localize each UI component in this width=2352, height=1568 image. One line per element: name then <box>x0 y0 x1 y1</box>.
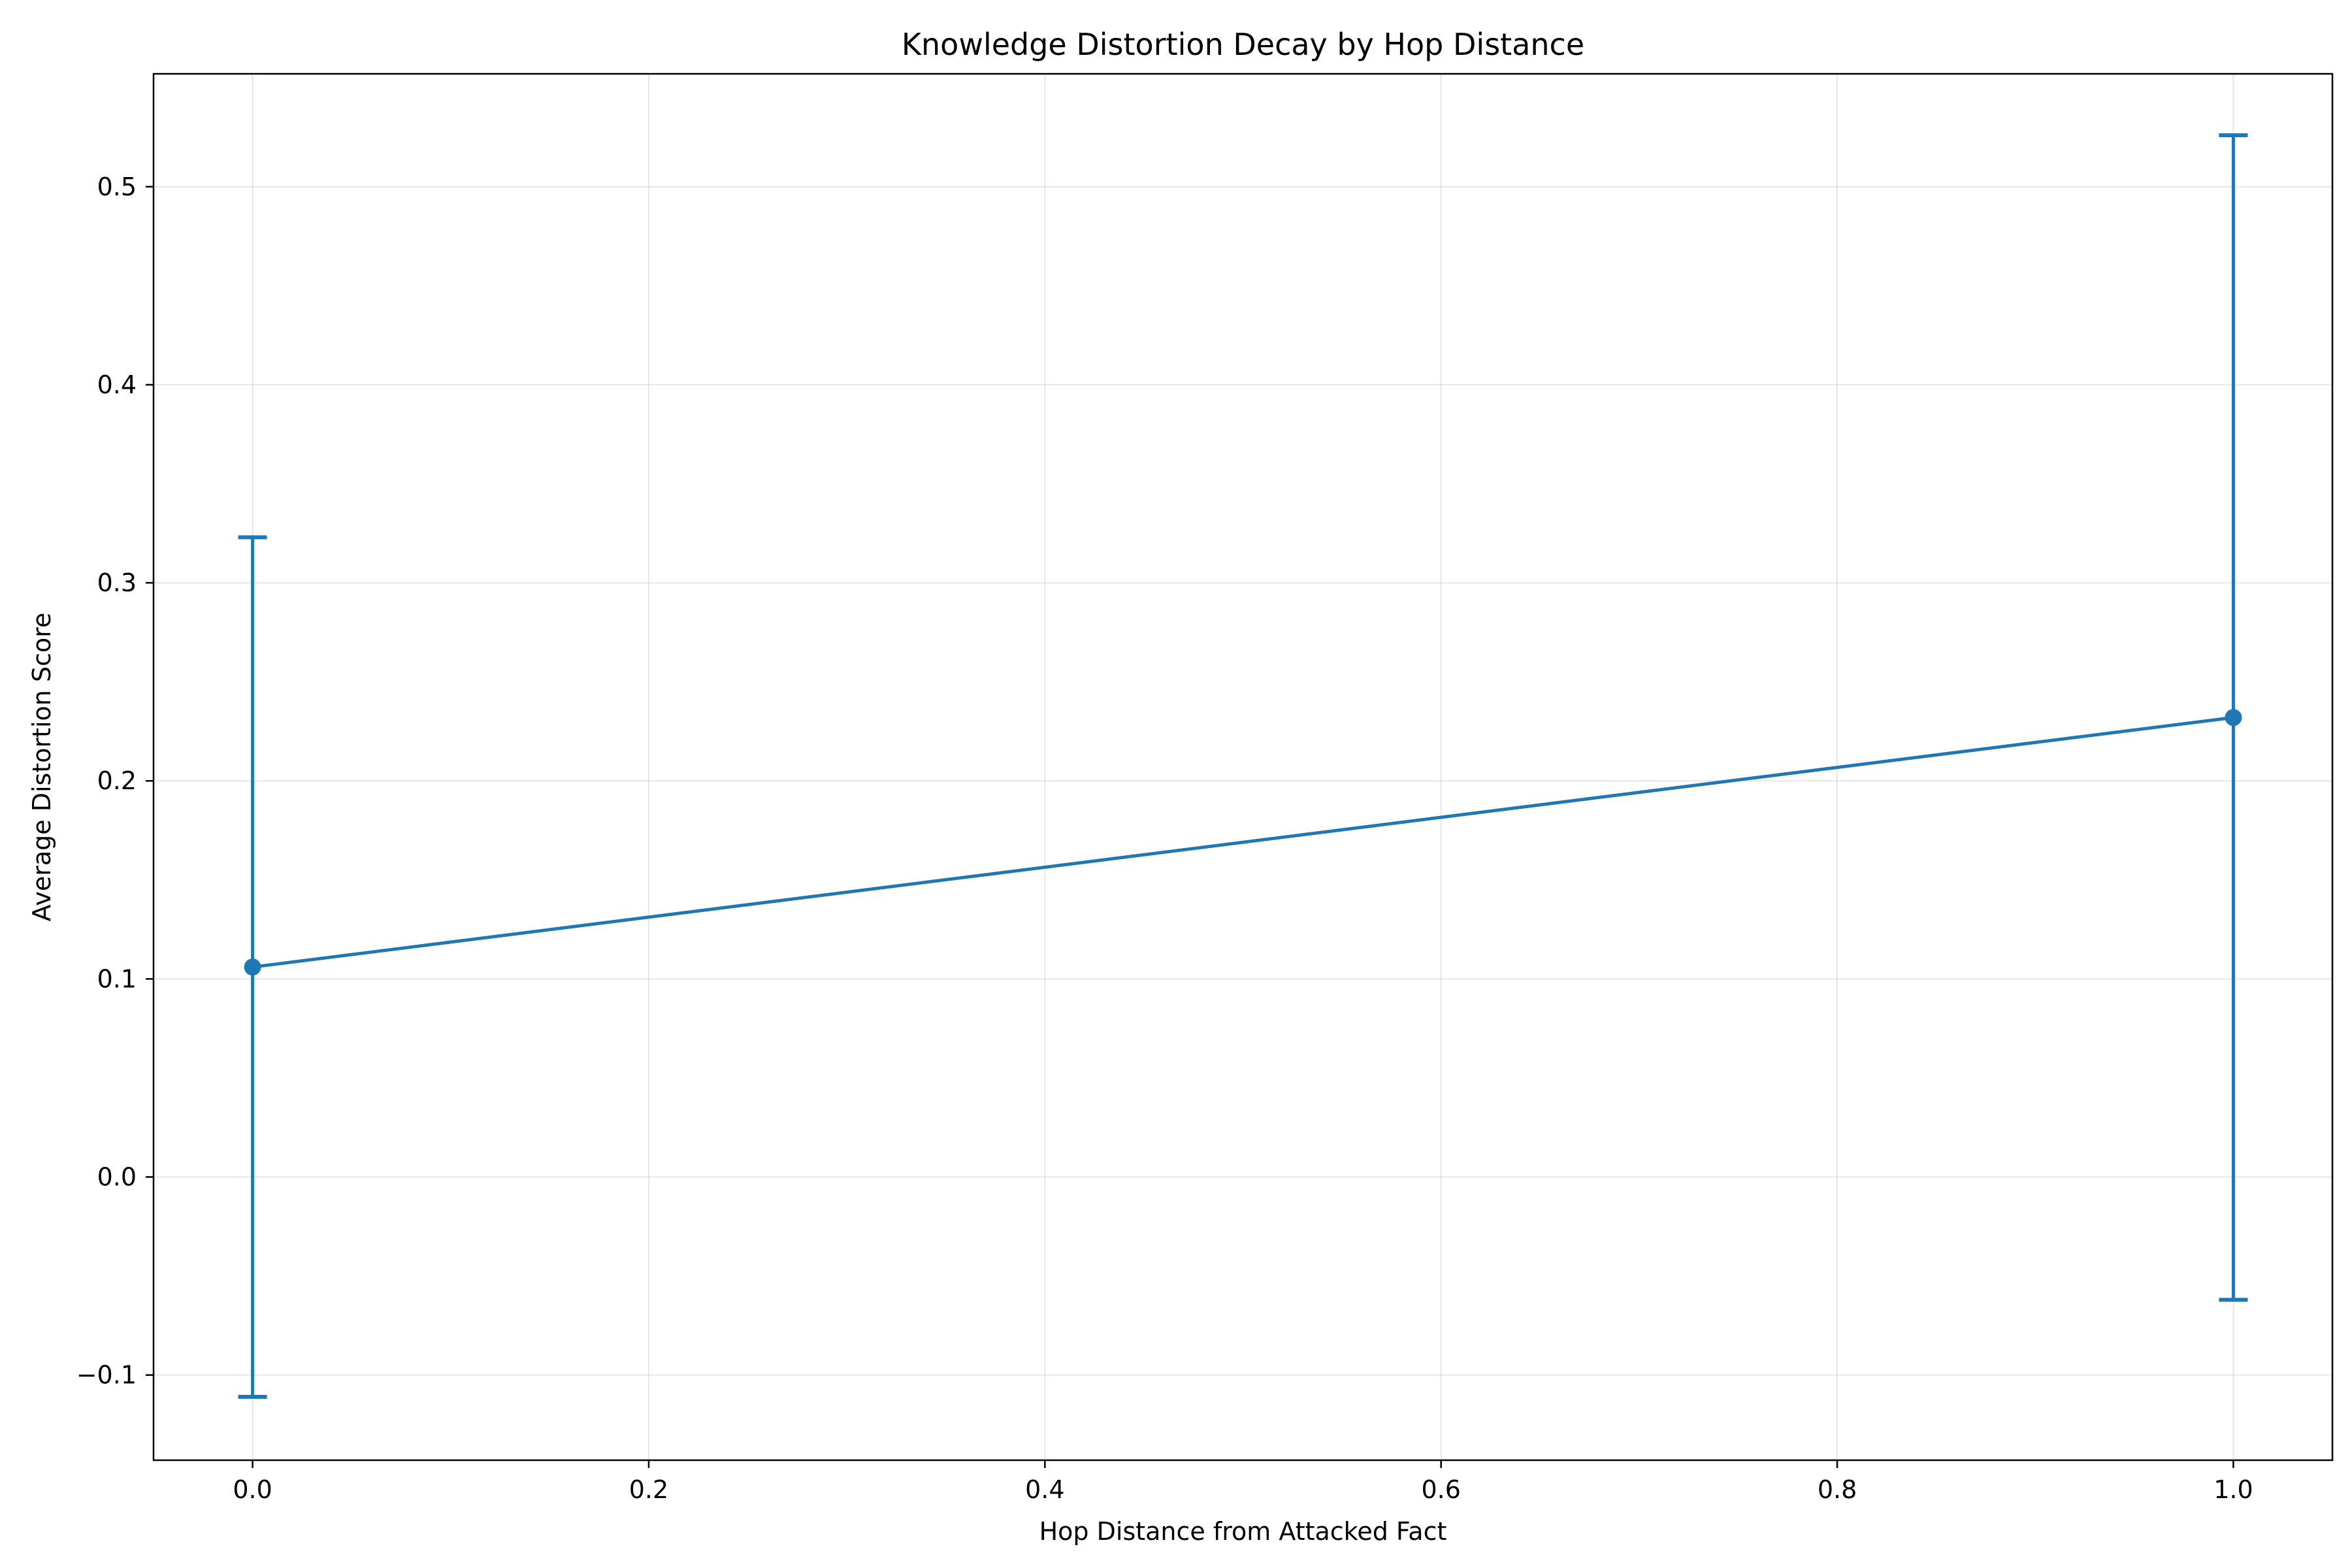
x-tick-label: 0.6 <box>1421 1475 1460 1504</box>
y-tick-label: −0.1 <box>76 1361 137 1390</box>
series-line <box>252 715 2234 969</box>
ticks: 0.0 0.2 0.4 0.6 0.8 1.0 −0.1 0.0 0.1 0.2 0.3 0.4 0.5 <box>76 172 2253 1504</box>
y-tick-label: 0.4 <box>97 370 137 399</box>
x-tick-label: 0.2 <box>629 1475 668 1504</box>
y-tick-label: 0.5 <box>97 172 137 201</box>
data-point <box>2225 709 2242 727</box>
chart-title: Knowledge Distortion Decay by Hop Distan… <box>902 27 1584 62</box>
x-tick-label: 1.0 <box>2213 1475 2253 1504</box>
y-tick-label: 0.0 <box>97 1163 137 1192</box>
y-tick-label: 0.3 <box>97 568 137 597</box>
data-point <box>244 958 261 976</box>
y-axis-label: Average Distortion Score <box>27 613 56 922</box>
plot-frame <box>152 73 2334 1462</box>
x-tick-label: 0.0 <box>233 1475 272 1504</box>
series-layer <box>238 133 2248 1399</box>
y-tick-label: 0.2 <box>97 766 137 795</box>
x-tick-label: 0.4 <box>1025 1475 1064 1504</box>
x-tick-label: 0.8 <box>1818 1475 1857 1504</box>
x-axis-label: Hop Distance from Attacked Fact <box>1039 1517 1447 1546</box>
y-tick-label: 0.1 <box>97 964 137 993</box>
